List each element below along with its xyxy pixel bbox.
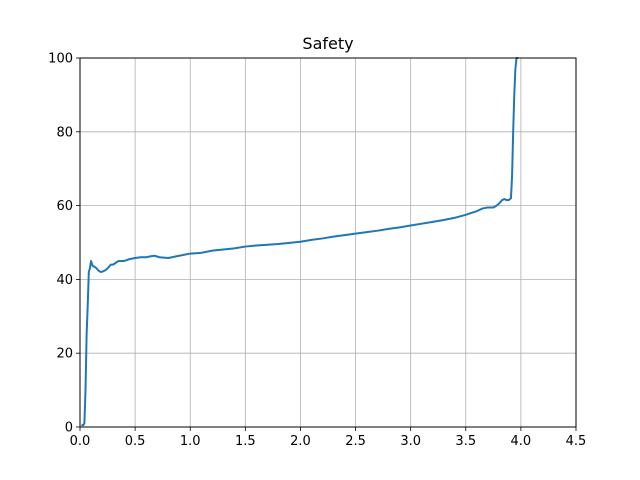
x-tick-label: 2.5 xyxy=(345,434,366,449)
plot-area-frame xyxy=(79,57,577,428)
x-tick-label: 4.0 xyxy=(511,434,532,449)
x-tick-label: 0.0 xyxy=(70,434,91,449)
y-tick-label: 20 xyxy=(56,347,73,362)
y-tick-label: 0 xyxy=(65,421,73,436)
x-tick-label: 1.0 xyxy=(180,434,201,449)
x-tick-label: 0.5 xyxy=(125,434,146,449)
series-layer xyxy=(81,57,519,427)
x-tick-label: 3.0 xyxy=(400,434,421,449)
x-tick-label: 4.5 xyxy=(566,434,587,449)
x-tick-label: 1.5 xyxy=(235,434,256,449)
y-tick-label: 100 xyxy=(48,52,73,67)
series-line xyxy=(81,57,519,427)
y-tick-label: 60 xyxy=(56,199,73,214)
y-axis: 0 20 40 60 80 100 xyxy=(48,52,80,436)
x-axis: 0.0 0.5 1.0 1.5 2.0 2.5 3.0 3.5 4.0 4.5 xyxy=(70,427,587,449)
chart-title: Safety xyxy=(302,34,353,53)
y-tick-label: 80 xyxy=(56,125,73,140)
x-tick-label: 2.0 xyxy=(290,434,311,449)
x-tick-label: 3.5 xyxy=(455,434,476,449)
y-tick-label: 40 xyxy=(56,273,73,288)
